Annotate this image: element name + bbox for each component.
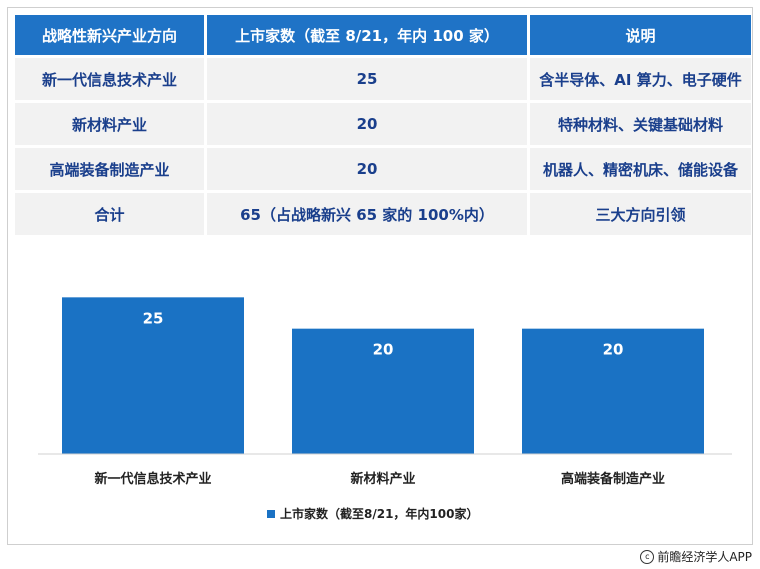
cell-description: 特种材料、关键基础材料 bbox=[530, 103, 751, 145]
summary-table: 战略性新兴产业方向 上市家数（截至 8/21，年内 100 家） 说明 新一代信… bbox=[12, 12, 754, 238]
source-label: 前瞻经济学人APP bbox=[657, 550, 752, 564]
bar-data-label: 25 bbox=[143, 309, 164, 327]
cell-direction: 新一代信息技术产业 bbox=[15, 58, 204, 100]
cell-description: 含半导体、AI 算力、电子硬件 bbox=[530, 58, 751, 100]
x-tick-label: 新材料产业 bbox=[350, 471, 415, 487]
bar-data-label: 20 bbox=[603, 341, 624, 359]
legend-swatch bbox=[267, 510, 275, 518]
cell-direction: 高端装备制造产业 bbox=[15, 148, 204, 190]
header-direction: 战略性新兴产业方向 bbox=[15, 15, 204, 55]
cell-total-description: 三大方向引领 bbox=[530, 193, 751, 235]
cell-count: 20 bbox=[207, 103, 527, 145]
bars-layer: 25 20 20 bbox=[62, 297, 704, 454]
table-row: 新材料产业 20 特种材料、关键基础材料 bbox=[15, 103, 751, 145]
bar bbox=[292, 328, 474, 454]
bar bbox=[522, 328, 704, 454]
source-footer: c 前瞻经济学人APP bbox=[640, 548, 752, 565]
table-row-total: 合计 65（占战略新兴 65 家的 100%内） 三大方向引领 bbox=[15, 193, 751, 235]
cell-total-label: 合计 bbox=[15, 193, 204, 235]
cell-count: 20 bbox=[207, 148, 527, 190]
legend-label: 上市家数（截至8/21，年内100家） bbox=[280, 506, 478, 521]
cell-total-count: 65（占战略新兴 65 家的 100%内） bbox=[207, 193, 527, 235]
cell-count: 25 bbox=[207, 58, 527, 100]
legend: 上市家数（截至8/21，年内100家） bbox=[267, 506, 478, 521]
bar-chart: 25 20 20 新一代信息技术产业 新材料产业 高端装备制造产业 上市家数（截至8/2… bbox=[38, 297, 732, 521]
x-tick-label: 新一代信息技术产业 bbox=[94, 471, 211, 487]
table-header-row: 战略性新兴产业方向 上市家数（截至 8/21，年内 100 家） 说明 bbox=[15, 15, 751, 55]
table-row: 新一代信息技术产业 25 含半导体、AI 算力、电子硬件 bbox=[15, 58, 751, 100]
table-row: 高端装备制造产业 20 机器人、精密机床、储能设备 bbox=[15, 148, 751, 190]
x-tick-label: 高端装备制造产业 bbox=[561, 471, 665, 487]
header-listing-count: 上市家数（截至 8/21，年内 100 家） bbox=[207, 15, 527, 55]
cell-description: 机器人、精密机床、储能设备 bbox=[530, 148, 751, 190]
x-tick-labels: 新一代信息技术产业 新材料产业 高端装备制造产业 bbox=[94, 471, 665, 487]
copyright-icon: c bbox=[640, 549, 655, 564]
bar bbox=[62, 297, 244, 454]
chart-panel: 25 20 20 新一代信息技术产业 新材料产业 高端装备制造产业 上市家数（截至8/2… bbox=[12, 254, 748, 539]
cell-direction: 新材料产业 bbox=[15, 103, 204, 145]
header-description: 说明 bbox=[530, 15, 751, 55]
bar-data-label: 20 bbox=[373, 341, 394, 359]
